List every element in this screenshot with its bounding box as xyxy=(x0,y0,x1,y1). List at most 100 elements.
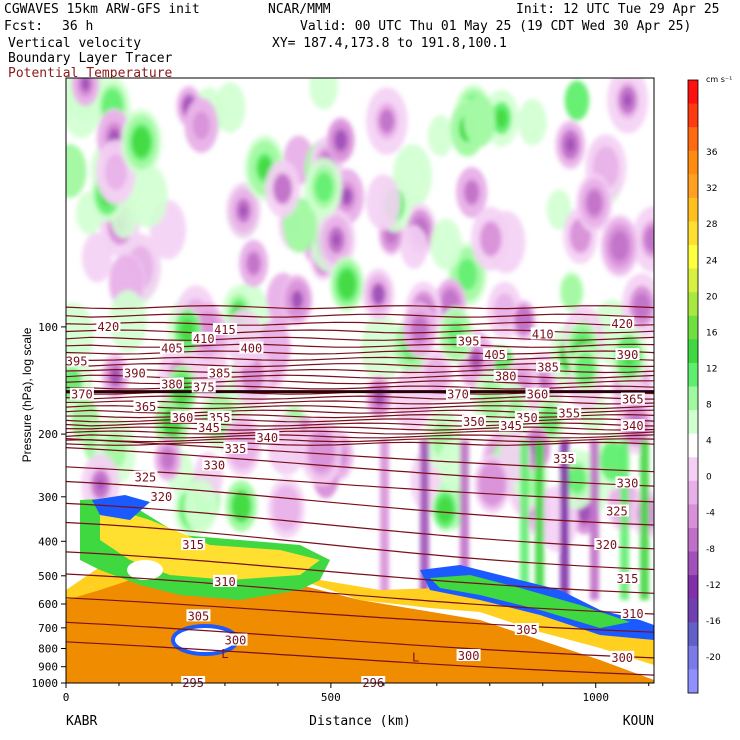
isentrope-label: 315 xyxy=(182,538,204,552)
vertical-column xyxy=(460,440,469,600)
colorbar-swatch xyxy=(688,504,698,529)
isentrope-label-bg xyxy=(557,406,582,419)
downdraft-cell xyxy=(514,305,533,335)
isentrope-label-bg xyxy=(483,348,508,361)
colorbar-tick-label: -20 xyxy=(706,653,721,663)
isentrope-label: 300 xyxy=(611,651,633,665)
isentrope-label: 310 xyxy=(622,607,644,621)
isentrope-label-bg xyxy=(159,377,184,390)
field-boundary-layer-tracer: Boundary Layer Tracer xyxy=(8,51,173,66)
isentrope-label-bg xyxy=(133,470,158,483)
updraft-cell xyxy=(430,218,462,270)
isentrope-upper xyxy=(66,313,654,318)
updraft-cell xyxy=(564,80,590,121)
isentrope-label: 410 xyxy=(532,327,554,341)
downdraft-cell xyxy=(610,231,629,261)
colorbar-swatch xyxy=(688,221,698,246)
vertical-column xyxy=(420,440,429,600)
isentrope-label-bg xyxy=(446,387,470,400)
updraft-cell xyxy=(132,127,151,157)
isentrope-label-bg xyxy=(223,441,248,454)
updraft-cell xyxy=(561,274,583,310)
isentrope-label: 345 xyxy=(198,421,220,435)
isentrope-lower xyxy=(66,502,654,550)
downdraft-cell xyxy=(109,367,121,386)
updraft-cell xyxy=(108,290,148,353)
isentrope-upper xyxy=(66,409,654,414)
isentrope-upper xyxy=(66,430,654,435)
isentrope-label-bg xyxy=(551,452,576,465)
colorbar-swatch xyxy=(688,669,698,694)
colorbar-tick-label: -4 xyxy=(706,509,715,519)
isentrope-label: 410 xyxy=(193,332,215,346)
colorbar-swatch xyxy=(688,598,698,623)
updraft-cell xyxy=(338,270,356,299)
colorbar-swatch xyxy=(688,551,698,576)
isentrope-label: 335 xyxy=(553,452,575,466)
colorbar-unit: cm s⁻¹ xyxy=(706,75,732,84)
vertical-column xyxy=(535,440,544,600)
isentrope-upper xyxy=(66,438,654,443)
colorbar-swatch xyxy=(688,292,698,317)
isentrope-label: 370 xyxy=(71,388,93,402)
isentrope-label-bg xyxy=(191,331,216,344)
isentrope-label-bg xyxy=(525,387,550,400)
y-tick-label: 100 xyxy=(38,321,58,334)
updraft-cell xyxy=(457,258,477,291)
colorbar-swatch xyxy=(688,268,698,293)
colorbar-swatch xyxy=(688,362,698,387)
valid-time: Valid: 00 UTC Thu 01 May 25 (19 CDT Wed … xyxy=(300,19,692,34)
isentrope-label-bg xyxy=(255,430,280,443)
isentrope-label-bg xyxy=(610,650,635,663)
downdraft-cell xyxy=(479,462,506,506)
colorbar-swatch xyxy=(688,174,698,199)
isentrope-label: 385 xyxy=(537,360,559,374)
downdraft-cell xyxy=(464,181,479,204)
isentrope-label: 380 xyxy=(495,370,517,384)
colorbar-swatch xyxy=(688,245,698,270)
isentrope-label-bg xyxy=(456,649,481,662)
isentrope-label-bg xyxy=(212,322,237,335)
downdraft-cell xyxy=(565,137,575,153)
isentrope-upper xyxy=(66,418,654,423)
init-time: Init: 12 UTC Tue 29 Apr 25 xyxy=(516,2,720,17)
updraft-cell xyxy=(66,302,94,369)
downdraft-cell xyxy=(274,175,291,203)
downdraft-cell xyxy=(372,285,385,304)
colorbar-swatch xyxy=(688,645,698,670)
colorbar-tick-label: 36 xyxy=(706,148,718,158)
isentrope-label: 325 xyxy=(606,505,628,519)
isentrope-label-bg xyxy=(69,387,94,400)
downdraft-cell xyxy=(380,110,394,132)
isentrope-upper xyxy=(66,426,654,431)
field-potential-temperature: Potential Temperature xyxy=(8,66,173,81)
field-vertical-velocity: Vertical velocity xyxy=(8,36,142,51)
isentrope-label: 405 xyxy=(161,342,183,356)
updraft-cell xyxy=(309,78,339,110)
isentrope-lower xyxy=(66,621,654,659)
left-station: KABR xyxy=(66,714,97,729)
isentrope-label-bg xyxy=(159,341,184,354)
x-tick-label: 1000 xyxy=(582,691,609,704)
colorbar-swatch xyxy=(688,410,698,435)
isentrope-lower xyxy=(66,551,654,594)
isentrope-label: 305 xyxy=(516,623,538,637)
colorbar-tick-label: 32 xyxy=(706,184,717,194)
isentrope-label-bg xyxy=(64,354,89,367)
colorbar-tick-label: -8 xyxy=(706,545,715,555)
bl-green-right xyxy=(430,575,630,628)
updraft-cell xyxy=(518,98,547,146)
isentrope-label: 315 xyxy=(617,572,639,586)
isentrope-label-bg xyxy=(181,538,206,551)
isentrope-label: 390 xyxy=(617,348,639,362)
vertical-column xyxy=(520,440,529,600)
updraft-cell xyxy=(576,353,595,384)
bl-inner-yellow xyxy=(100,505,320,580)
x-tick-label: 0 xyxy=(63,691,70,704)
isentrope-lower xyxy=(66,480,654,526)
isentrope-label: 300 xyxy=(225,634,247,648)
isentrope-label: 395 xyxy=(458,335,480,349)
isentrope-upper xyxy=(66,405,654,410)
